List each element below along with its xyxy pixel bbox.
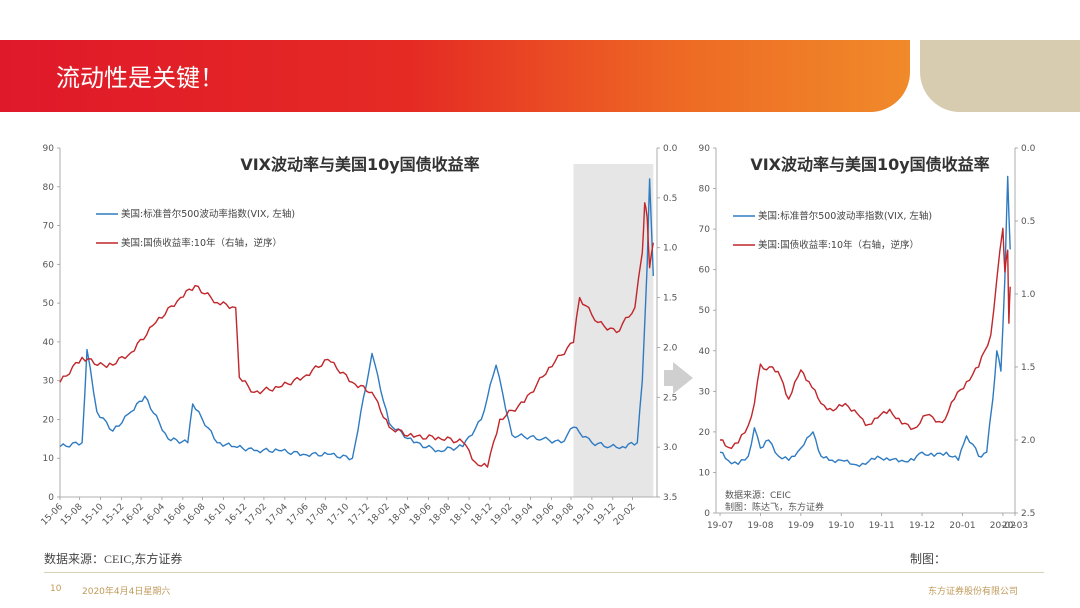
left-tick-label: 40 (699, 347, 711, 357)
legend-label: 美国:国债收益率:10年（右轴，逆序） (121, 237, 282, 249)
title-banner (0, 40, 910, 112)
vix-series-line (59, 178, 654, 461)
highlight-region (573, 164, 654, 497)
x-tick-label: 19-09 (788, 521, 814, 531)
x-tick-label: 19-11 (869, 521, 895, 531)
left-tick-label: 80 (699, 185, 711, 195)
x-tick-label: 20-03 (1002, 521, 1028, 531)
legend-label: 美国:标准普尔500波动率指数(VIX, 左轴) (121, 208, 295, 220)
left-tick-label: 0 (48, 493, 54, 503)
x-tick-label: 20-01 (949, 521, 975, 531)
right-tick-label: 1.0 (1021, 290, 1036, 300)
left-tick-label: 60 (43, 260, 55, 270)
left-tick-label: 30 (699, 387, 711, 397)
right-tick-label: 2.5 (663, 393, 677, 403)
page-number: 10 (50, 584, 62, 594)
data-source: 数据来源：CEIC,东方证券 (44, 552, 183, 566)
footer-company: 东方证券股份有限公司 (928, 587, 1019, 597)
left-tick-label: 90 (43, 144, 55, 154)
footer-date: 2020年4月4日星期六 (82, 587, 171, 597)
legend-label: 美国:标准普尔500波动率指数(VIX, 左轴) (758, 210, 932, 222)
right-tick-label: 0.0 (663, 144, 678, 154)
left-tick-label: 80 (43, 183, 55, 193)
right-tick-label: 0.0 (1021, 144, 1036, 154)
yield-series-line (59, 202, 654, 468)
left-tick-label: 70 (43, 222, 55, 232)
right-tick-label: 1.5 (1021, 363, 1035, 373)
legend-label: 美国:国债收益率:10年（右轴，逆序） (758, 239, 919, 251)
right-tick-label: 0.5 (1021, 217, 1035, 227)
right-tick-label: 3.5 (663, 493, 677, 503)
chart-title: VIX波动率与美国10y国债收益率 (240, 155, 479, 174)
left-tick-label: 10 (699, 468, 711, 478)
chart-title: VIX波动率与美国10y国债收益率 (750, 155, 989, 174)
left-tick-label: 90 (699, 144, 711, 154)
zoom-arrow-body (664, 370, 674, 386)
left-tick-label: 60 (699, 266, 711, 276)
x-tick-label: 19-07 (707, 521, 733, 531)
x-tick-label: 19-08 (747, 521, 773, 531)
source-note: 数据来源：CEIC (725, 489, 791, 501)
chart-credit: 制图： (910, 552, 947, 566)
right-tick-label: 2.0 (663, 343, 678, 353)
slide-title: 流动性是关键！ (56, 64, 224, 92)
left-tick-label: 10 (43, 454, 55, 464)
right-tick-label: 2.0 (1021, 436, 1036, 446)
x-tick-label: 20-02 (990, 521, 1016, 531)
right-tick-label: 0.5 (663, 194, 677, 204)
left-tick-label: 0 (704, 509, 710, 519)
footer-divider (44, 572, 1044, 573)
left-tick-label: 30 (43, 377, 55, 387)
left-tick-label: 50 (43, 299, 55, 309)
left-tick-label: 20 (43, 415, 55, 425)
left-tick-label: 20 (699, 428, 711, 438)
left-tick-label: 40 (43, 338, 55, 348)
x-tick-label: 19-10 (828, 521, 854, 531)
right-tick-label: 1.5 (663, 294, 677, 304)
x-tick-label: 19-12 (909, 521, 935, 531)
left-tick-label: 50 (699, 306, 711, 316)
right-tick-label: 2.5 (1021, 509, 1035, 519)
yield-series-line (719, 227, 1011, 449)
maker-note: 制图：陈达飞，东方证券 (725, 501, 824, 513)
right-tick-label: 1.0 (663, 244, 678, 254)
left-tick-label: 70 (699, 225, 711, 235)
banner-accent (920, 40, 1080, 112)
right-tick-label: 3.0 (663, 443, 678, 453)
zoom-arrow-icon (673, 362, 693, 394)
vix-series-line (719, 175, 1011, 468)
